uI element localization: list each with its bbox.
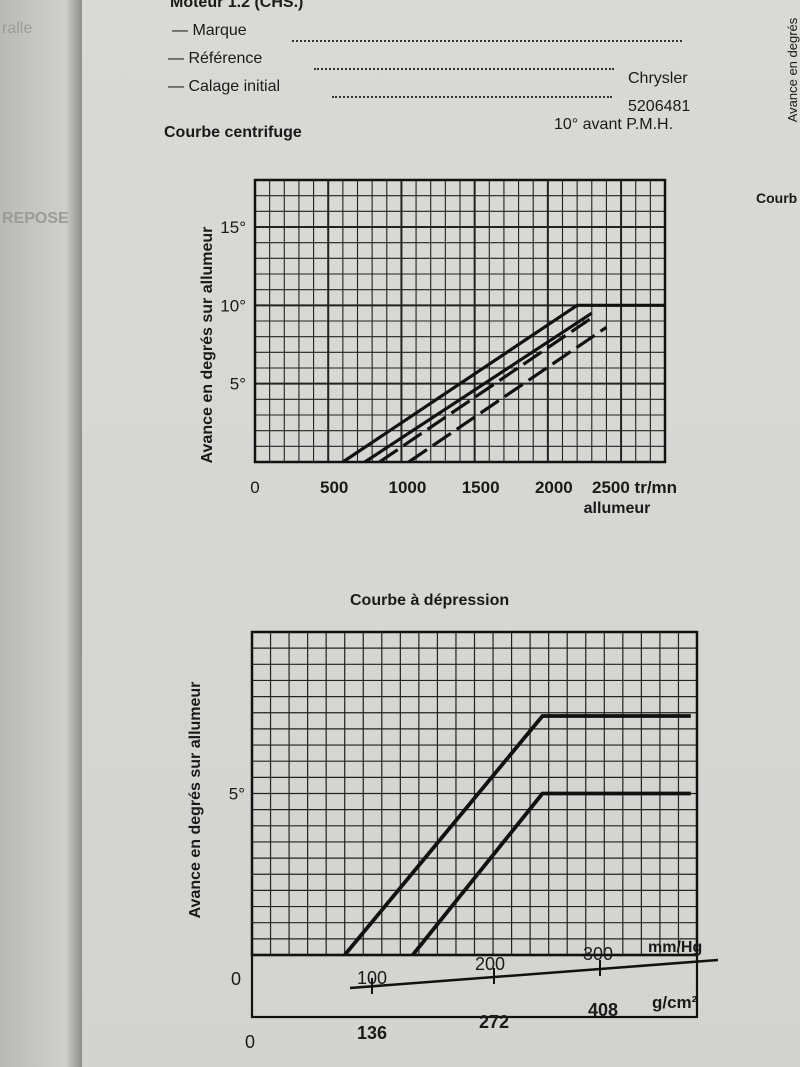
leader-dots [314,68,614,70]
left-page-ghost-text: ralle [2,20,33,37]
curve-line [341,303,665,464]
x-tick-label: 2500 tr/mn [592,478,677,497]
curve-line [343,714,691,957]
spec-value-marque: Chrysler [628,70,688,87]
x-tick-label: 500 [320,478,348,497]
curve-line [363,311,593,464]
x-axis-unit: allumeur [584,500,651,517]
origin-label: 0 [250,478,259,497]
plot-frame [253,178,667,464]
x-tick-label: 1000 [389,478,427,497]
right-page-fragment: Courb [756,190,798,206]
scale-line [349,958,719,990]
chart-title-depression: Courbe à dépression [350,592,510,609]
y-axis-label: Avance en degrés sur allumeur [187,682,204,919]
spec-label-marque: — Marque [172,22,247,39]
x-axis-unit: mm/Hg [648,939,702,956]
x-tick-label: 300 [583,944,613,964]
y-tick-label: 10° [220,296,246,315]
engine-heading: Moteur 1.2 (CHS.) [170,0,304,11]
x-tick-label: 2000 [535,478,573,497]
curve-line [378,316,593,464]
curve-line [407,325,608,464]
left-page-ghost-text: REPOSE [2,210,69,227]
leader-dots [332,96,612,98]
x-tick-label: 1500 [462,478,500,497]
spec-value-reference: 5206481 [628,98,691,115]
right-page-vertical-text: Avance en degrés [785,17,800,122]
x2-tick-label: 408 [588,1000,618,1020]
spec-value-calage: 10° avant P.M.H. [554,116,674,133]
origin-label: 0 [231,969,241,989]
x-tick-label: 100 [357,968,387,988]
x2-axis-unit: g/cm² [652,993,698,1012]
spec-label-reference: — Référence [168,50,263,67]
spec-label-calage: — Calage initial [168,78,281,95]
x2-tick-label: 272 [479,1012,509,1032]
y-tick-label: 5° [230,375,246,394]
origin-label: 0 [245,1032,255,1052]
y-axis-label: Avance en degrés sur allumeur [199,227,216,464]
scale-box [250,953,699,1019]
x2-tick-label: 136 [357,1023,387,1043]
y-tick-label: 5° [229,785,245,804]
left-page-edge: ralle REPOSE [0,0,82,1067]
leader-dots [292,40,682,42]
curve-line [411,791,691,957]
y-tick-label: 15° [220,218,246,237]
main-page: Moteur 1.2 (CHS.) — Marque — Référence C… [82,0,800,1067]
x-tick-label: 200 [475,954,505,974]
chart-title-centrifuge: Courbe centrifuge [164,124,302,141]
